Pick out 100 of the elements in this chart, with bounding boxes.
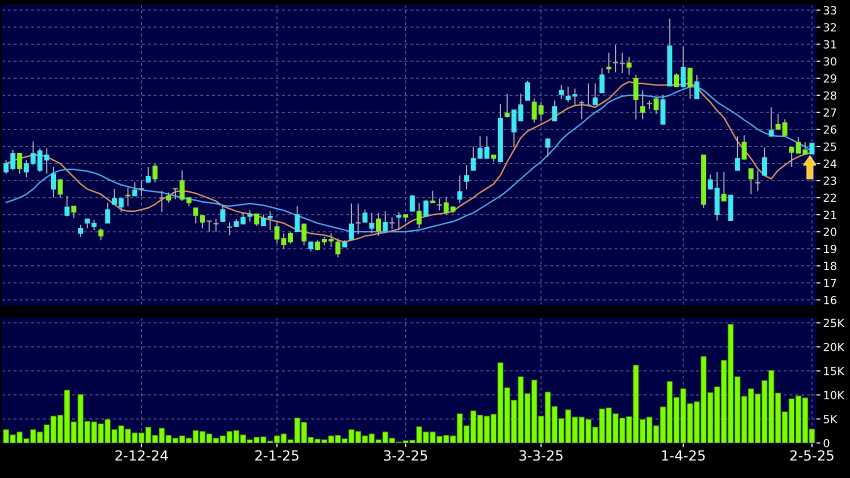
candlestick <box>762 146 768 176</box>
y-tick-label: 33 <box>824 6 836 14</box>
candlestick <box>213 218 219 232</box>
candlestick <box>138 180 144 196</box>
candlestick <box>776 114 781 130</box>
x-tick-label: 3-2-25 <box>384 450 428 461</box>
y-tick-label: 25 <box>824 142 836 151</box>
y-tick-label: 31 <box>824 40 836 49</box>
candlestick <box>782 118 788 136</box>
candlestick <box>430 190 436 204</box>
candlestick <box>50 166 56 198</box>
y-tick-label: 0 <box>824 438 830 448</box>
y-tick-label: 5K <box>824 415 838 424</box>
candlestick <box>200 214 205 229</box>
candlestick <box>572 88 578 106</box>
y-tick-label: 17 <box>824 278 836 288</box>
candlestick <box>410 194 415 212</box>
candlestick <box>172 188 178 200</box>
candlestick <box>633 74 638 120</box>
candlestick <box>125 186 130 207</box>
candlestick <box>423 200 428 217</box>
candlestick <box>180 170 185 202</box>
candlestick <box>504 93 510 118</box>
y-tick-label: 29 <box>824 74 836 83</box>
y-tick-label: 27 <box>824 108 836 117</box>
candlestick <box>146 166 151 183</box>
y-tick-label: 24 <box>824 160 836 168</box>
candlestick <box>294 206 300 232</box>
candlestick <box>599 68 605 94</box>
candlestick <box>78 224 84 238</box>
candlestick <box>566 86 571 103</box>
candlestick <box>193 207 198 224</box>
candlestick <box>308 241 314 252</box>
y-tick-label: 32 <box>824 23 836 32</box>
candlestick <box>132 182 138 196</box>
candlestick <box>10 149 16 171</box>
x-tick-label: 3-3-25 <box>519 450 563 461</box>
x-tick-label: 1-4-25 <box>662 450 705 461</box>
y-tick-label: 25K <box>824 318 845 328</box>
candlestick <box>524 80 530 102</box>
candlestick <box>694 74 700 100</box>
candlestick <box>382 210 388 232</box>
candlestick <box>640 90 646 120</box>
candlestick <box>227 222 232 236</box>
candlestick <box>288 231 294 244</box>
candlestick <box>742 134 747 160</box>
candlestick <box>789 146 794 168</box>
candlestick <box>416 202 422 229</box>
y-tick-label: 19 <box>824 244 836 254</box>
candlestick <box>768 106 774 137</box>
candlestick <box>4 160 9 174</box>
x-tick-label: 2-12-24 <box>115 450 168 460</box>
candlestick <box>606 52 612 74</box>
candlestick <box>348 203 354 240</box>
y-tick-label: 10K <box>824 390 845 400</box>
candlestick <box>688 68 693 100</box>
y-tick-label: 15K <box>824 367 845 376</box>
candlestick <box>356 203 361 235</box>
candlestick <box>152 162 158 183</box>
candlestick <box>58 178 63 198</box>
candlestick <box>674 72 680 88</box>
y-tick-label: 22 <box>824 194 836 202</box>
candlestick <box>592 82 598 106</box>
candlestick <box>376 212 382 237</box>
x-tick-label: 2-5-25 <box>790 450 834 461</box>
candlestick <box>335 238 340 258</box>
candlestick <box>396 212 402 231</box>
y-tick-label: 21 <box>824 210 836 219</box>
candlestick <box>206 220 212 232</box>
candlestick <box>809 142 814 155</box>
candlestick <box>220 204 226 222</box>
candlestick <box>484 136 490 159</box>
candlestick <box>579 100 584 120</box>
candlestick <box>680 46 686 88</box>
candlestick <box>734 136 740 171</box>
candlestick <box>64 195 70 217</box>
candlestick <box>613 44 618 73</box>
candlestick <box>254 213 260 226</box>
x-tick-label: 2-1-25 <box>255 450 298 461</box>
candlestick <box>362 208 368 223</box>
y-tick-label: 23 <box>824 176 836 185</box>
y-tick-label: 20K <box>824 342 845 352</box>
candlestick <box>552 100 558 122</box>
candlestick <box>98 228 104 241</box>
candlestick <box>755 170 760 192</box>
candlestick <box>105 202 110 224</box>
y-tick-label: 20 <box>824 228 836 236</box>
candlestick <box>315 240 320 252</box>
candlestick <box>464 164 470 190</box>
y-tick-label: 16 <box>824 296 836 304</box>
y-tick-label: 26 <box>824 125 836 134</box>
candlestick <box>545 138 550 158</box>
candlestick <box>626 56 632 76</box>
y-tick-label: 18 <box>824 262 836 270</box>
candlestick <box>159 190 164 213</box>
candlestick <box>17 152 22 174</box>
y-tick-label: 30 <box>824 57 836 66</box>
y-tick-label: 28 <box>824 91 836 100</box>
candlestick <box>390 216 395 230</box>
candlestick <box>586 82 591 106</box>
